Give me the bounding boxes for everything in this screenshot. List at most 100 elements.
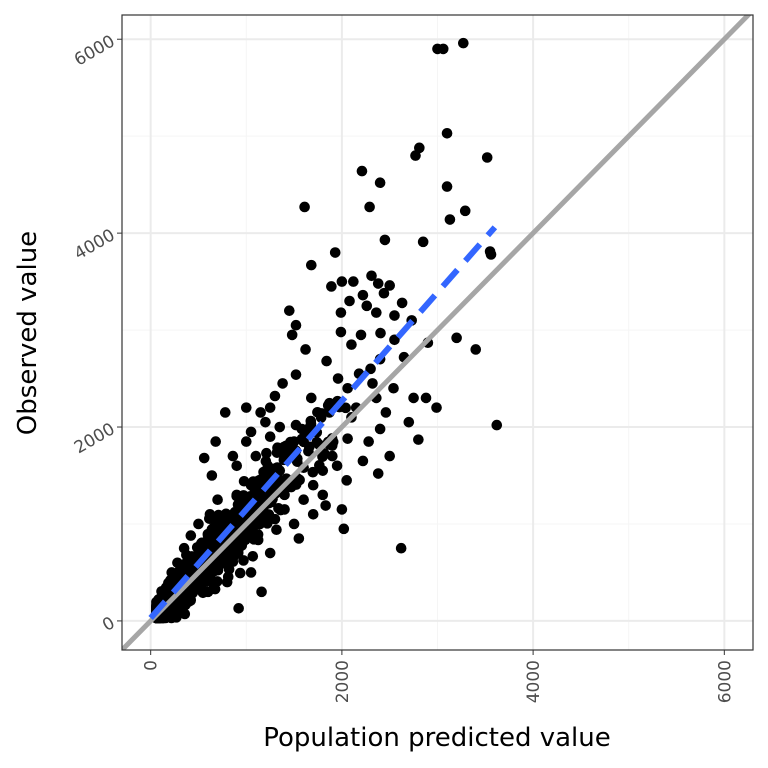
x-tick-label: 4000 (524, 660, 544, 703)
scatter-point (277, 378, 288, 389)
scatter-point (219, 407, 231, 418)
scatter-point (288, 436, 300, 447)
scatter-point (364, 201, 375, 213)
scatter-point (233, 603, 244, 614)
scatter-point (317, 489, 329, 501)
scatter-point (375, 327, 386, 339)
scatter-point (331, 460, 343, 472)
scatter-point (320, 500, 331, 511)
scatter-point (389, 334, 400, 346)
scatter-point (341, 475, 352, 486)
scatter-point (288, 518, 300, 530)
scatter-point (305, 418, 317, 430)
scatter-point (157, 586, 169, 597)
scatter-point (481, 152, 493, 163)
scatter-point (374, 177, 386, 189)
scatter-point (384, 280, 395, 291)
scatter-point (256, 586, 267, 598)
scatter-point (300, 344, 311, 355)
scatter-point (212, 494, 223, 506)
scatter-point (346, 339, 357, 350)
scatter-point (264, 431, 276, 443)
scatter-point (240, 436, 252, 447)
scatter-point (204, 508, 216, 520)
scatter-point (372, 278, 384, 289)
scatter-point (211, 560, 223, 571)
scatter-point (378, 287, 390, 299)
scatter-point (231, 489, 243, 501)
scatter-point (396, 297, 408, 309)
scatter-point (342, 433, 353, 444)
scatter-point (191, 542, 203, 553)
scatter-point (298, 494, 309, 506)
scatter-point (221, 576, 233, 588)
scatter-point (444, 214, 456, 225)
scatter-point (361, 300, 373, 312)
scatter-point (417, 236, 429, 248)
scatter-point (306, 259, 317, 271)
x-tick-label: 0 (142, 660, 162, 671)
scatter-point (260, 416, 271, 428)
scatter-point (336, 504, 348, 515)
scatter-point (250, 450, 262, 462)
panel-border (121, 14, 754, 651)
scatter-point (357, 455, 369, 467)
scatter-point (274, 421, 286, 433)
scatter-point (384, 450, 395, 462)
scatter-point (451, 332, 462, 344)
scatter-point (366, 270, 377, 282)
scatter-point (245, 479, 257, 491)
scatter-point (403, 416, 415, 428)
scatter-point (410, 150, 421, 161)
scatter-point (437, 43, 449, 55)
scatter-point (255, 518, 266, 529)
scatter-point (355, 329, 367, 341)
scatter-point (459, 205, 471, 217)
scatter-point (307, 508, 319, 520)
scatter-point (234, 567, 246, 579)
scatter-point (395, 542, 407, 554)
scatter-point (335, 326, 347, 338)
scatter-point (365, 363, 376, 375)
scatter-point (441, 181, 453, 192)
scatter-point (264, 547, 276, 559)
scatter-point (441, 127, 453, 139)
scatter-point (470, 344, 482, 355)
scatter-point (243, 531, 255, 543)
scatter-point (348, 276, 359, 287)
scatter-point (420, 392, 432, 404)
reference-lines (122, 15, 752, 650)
scatter-point (307, 479, 319, 491)
minor-gridlines (122, 15, 753, 650)
scatter-point (166, 567, 178, 578)
scatter-point (326, 281, 337, 292)
identity-line (122, 15, 752, 650)
scatter-point (231, 460, 243, 472)
scatter-point (363, 436, 374, 447)
scatter-point (279, 504, 290, 515)
scatter-point (458, 37, 469, 49)
scatter-point (261, 447, 272, 459)
scatter-point (182, 561, 194, 573)
scatter-point (336, 276, 348, 287)
scatter-point (485, 249, 497, 260)
scatter-point (293, 533, 305, 544)
scatter-point (307, 466, 319, 478)
scatter-point (193, 518, 204, 530)
scatter-point (299, 201, 310, 213)
scatter-point (172, 557, 183, 569)
scatter-point (344, 295, 355, 307)
y-axis-title: Observed value (13, 231, 43, 435)
scatter-point (335, 307, 347, 318)
scatter-point (178, 542, 190, 554)
scatter-point (198, 452, 210, 464)
scatter-point (374, 423, 386, 435)
plot-panel (121, 14, 754, 651)
scatter-point (240, 402, 252, 413)
scatter-point (321, 355, 332, 367)
scatter-point (269, 513, 281, 525)
scatter-point (210, 436, 221, 447)
scatter-point (211, 520, 222, 531)
scatter-point (380, 407, 392, 418)
